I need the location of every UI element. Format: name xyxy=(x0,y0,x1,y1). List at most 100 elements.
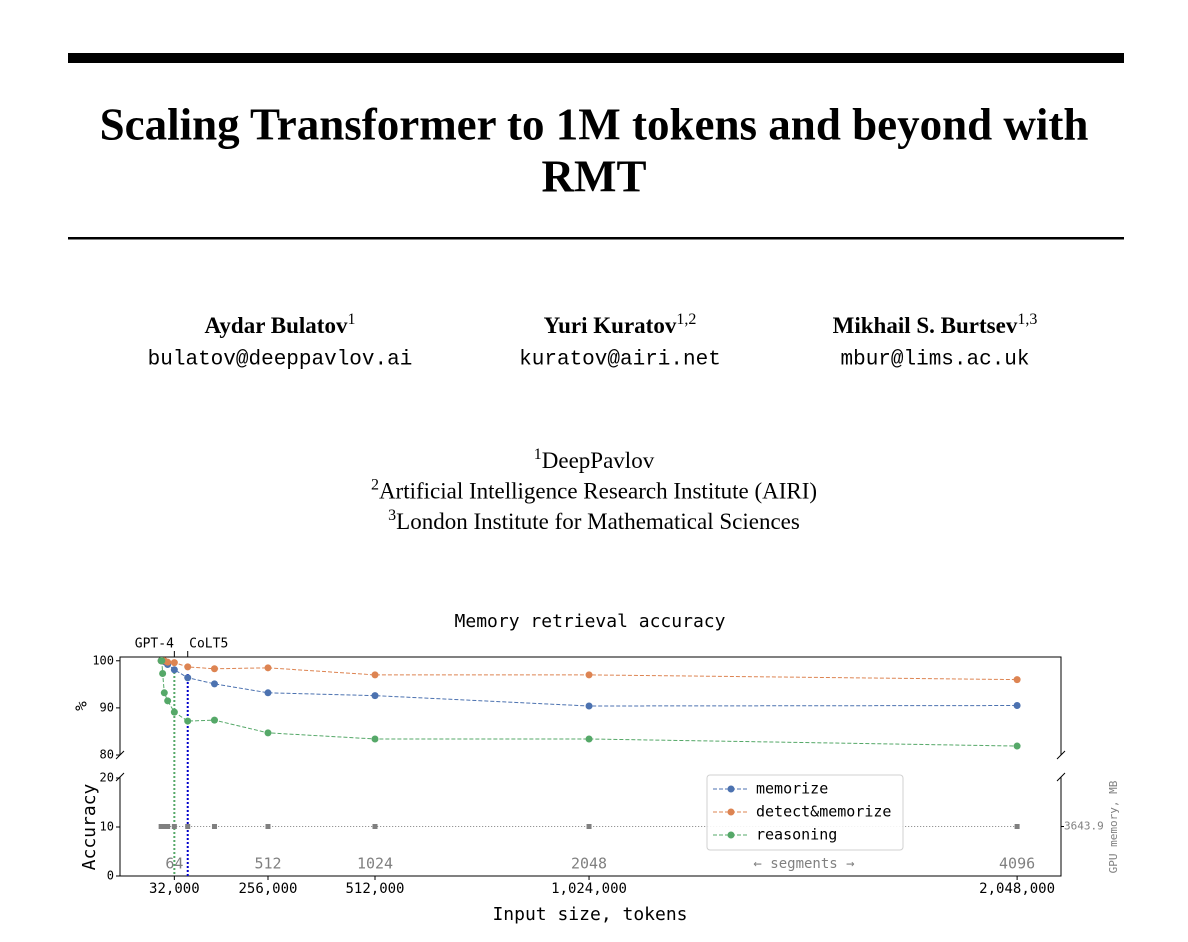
y2-label: GPU memory, MB xyxy=(1107,780,1120,873)
title-line: Scaling Transformer to 1M tokens and bey… xyxy=(100,99,1089,149)
legend-box xyxy=(706,774,904,851)
gpu-memory-point xyxy=(586,824,592,829)
authors: Aydar Bulatov1 bulatov@deeppavlov.ai Yuri … xyxy=(148,311,1038,372)
series-point xyxy=(170,666,178,674)
affiliation-name: DeepPavlov xyxy=(542,448,655,473)
author-name: Mikhail S. Burtsev1,3 xyxy=(833,311,1038,339)
segment-label: 1024 xyxy=(357,855,393,873)
axis-frame xyxy=(119,656,1062,755)
author-email: mbur@lims.ac.uk xyxy=(840,349,1029,372)
x-tick-label: 1,024,000 xyxy=(551,881,627,897)
x-tick-label: 32,000 xyxy=(149,881,200,897)
x-tick-label: 256,000 xyxy=(238,881,297,897)
chart: Memory retrieval accuracy 80 90 100 0 10 20 364… xyxy=(72,611,1121,925)
author-email: kuratov@airi.net xyxy=(519,349,721,372)
gpu-memory-point xyxy=(1014,824,1020,829)
affiliation-mark: 1,2 xyxy=(676,311,696,328)
annotation: GPT-4 xyxy=(135,637,174,652)
series-point xyxy=(1013,676,1021,684)
author-email: bulatov@deeppavlov.ai xyxy=(148,349,413,372)
series-point xyxy=(585,702,593,710)
affiliation: 1DeepPavlov xyxy=(534,446,655,474)
series-point xyxy=(210,665,218,673)
y-tick-label: 0 xyxy=(107,869,114,883)
series-point xyxy=(170,708,178,716)
series-line xyxy=(161,660,1018,707)
gpu-memory-point xyxy=(372,824,378,829)
legend-label: detect&memorize xyxy=(756,803,891,821)
series-point xyxy=(170,659,178,667)
name: Aydar Bulatov xyxy=(205,313,348,338)
affiliation: 2Artificial Intelligence Research Instit… xyxy=(371,476,817,504)
gpu-memory-point xyxy=(265,824,271,829)
x-label: Input size, tokens xyxy=(492,904,687,925)
legend-label: reasoning xyxy=(756,826,837,844)
title-rule xyxy=(68,237,1124,240)
chart-title: Memory retrieval accuracy xyxy=(455,611,726,632)
y-tick-label: 20 xyxy=(100,770,114,784)
axis-break xyxy=(115,772,125,782)
y-tick-label: 90 xyxy=(100,700,114,714)
series-point xyxy=(184,717,192,725)
gpu-memory-point xyxy=(161,824,167,829)
author-name: Yuri Kuratov1,2 xyxy=(544,311,697,339)
series-point xyxy=(264,689,272,697)
segment-axis-label: ← segments → xyxy=(753,856,854,872)
series-point xyxy=(159,669,167,677)
legend-label: memorize xyxy=(756,780,828,798)
title-line: RMT xyxy=(542,151,647,201)
name: Yuri Kuratov xyxy=(544,313,677,338)
top-rule xyxy=(68,53,1124,63)
x-tick-label: 2,048,000 xyxy=(979,881,1055,897)
top-y-label: % xyxy=(72,701,91,711)
axis-break xyxy=(1056,750,1066,760)
affiliation-name: Artificial Intelligence Research Institu… xyxy=(379,479,817,504)
series-point xyxy=(158,657,166,665)
affiliation-mark: 1 xyxy=(347,311,355,328)
y-tick-label: 80 xyxy=(100,748,114,762)
affiliation: 3London Institute for Mathematical Scien… xyxy=(388,507,800,535)
y-tick-label: 10 xyxy=(100,819,114,833)
series-point xyxy=(1013,742,1021,750)
series-point xyxy=(160,689,168,697)
segment-label: 512 xyxy=(254,855,281,873)
series-point xyxy=(371,735,379,743)
legend-marker xyxy=(727,808,735,816)
y2-tick-label: 3643.9 xyxy=(1064,820,1104,833)
series-point xyxy=(585,735,593,743)
gpu-memory-point xyxy=(211,824,217,829)
series-point xyxy=(371,692,379,700)
affiliation-mark: 1 xyxy=(534,446,542,463)
name: Mikhail S. Burtsev xyxy=(833,313,1018,338)
series-point xyxy=(371,671,379,679)
segment-label: 4096 xyxy=(999,855,1035,873)
series-point xyxy=(210,680,218,688)
x-tick-label: 512,000 xyxy=(345,881,404,897)
series-point xyxy=(1013,702,1021,710)
series-point xyxy=(264,664,272,672)
series-point xyxy=(184,674,192,682)
segment-label: 64 xyxy=(165,855,183,873)
affiliation-mark: 3 xyxy=(388,507,396,524)
affiliation-name: London Institute for Mathematical Scienc… xyxy=(396,509,800,534)
affiliation-mark: 1,3 xyxy=(1017,311,1037,328)
affiliation-mark: 2 xyxy=(371,476,379,493)
legend-marker xyxy=(727,831,735,839)
axis-break xyxy=(1056,772,1066,782)
gpu-memory-point xyxy=(185,824,191,829)
series-point xyxy=(184,663,192,671)
author-name: Aydar Bulatov1 xyxy=(205,311,356,339)
series-point xyxy=(264,729,272,737)
annotation: CoLT5 xyxy=(189,637,228,652)
series-point xyxy=(164,697,172,705)
gpu-memory-point xyxy=(165,824,171,829)
series-point xyxy=(164,658,172,666)
series-point xyxy=(585,671,593,679)
gpu-memory-point xyxy=(171,824,177,829)
y-label: Accuracy xyxy=(79,783,100,870)
legend-marker xyxy=(727,785,735,793)
segment-label: 2048 xyxy=(571,855,607,873)
